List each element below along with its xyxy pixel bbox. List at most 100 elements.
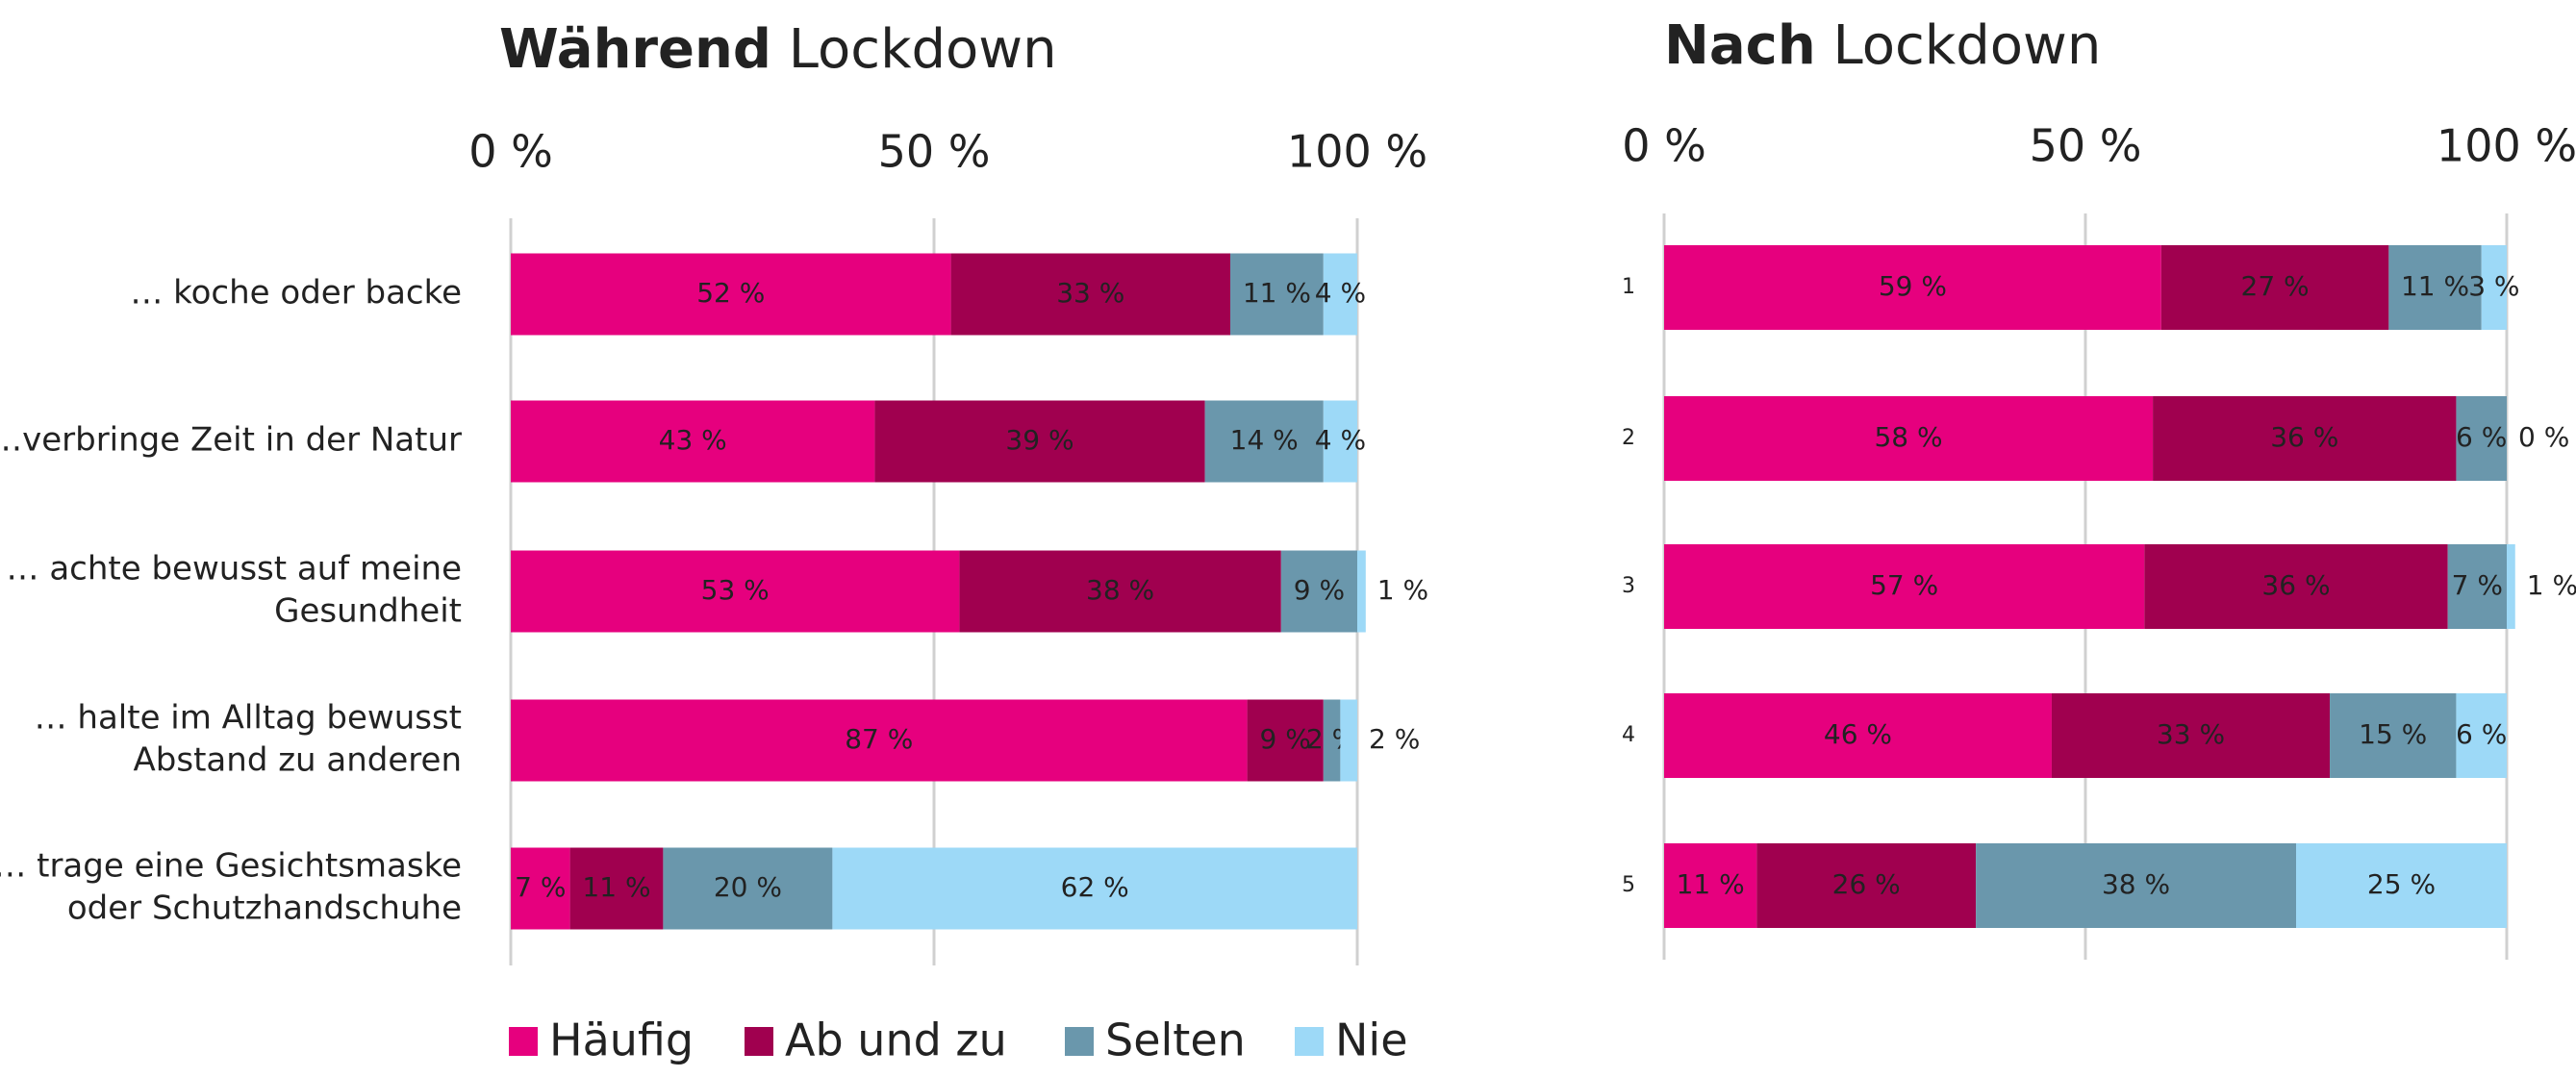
value-label: 26 % [1832,868,1901,900]
y-tick-label: … achte bewusst auf meine [7,550,462,589]
bar-segment [832,847,1357,930]
value-label: 4 % [1315,277,1366,309]
bar-segment [569,847,664,930]
x-tick-label: 0 % [468,126,553,178]
y-tick-label: 1 [1622,275,1635,299]
x-tick-label: 0 % [1622,120,1706,172]
value-label: 46 % [1824,718,1892,750]
value-label: 1 % [1377,574,1428,606]
x-tick-label: 100 % [2437,120,2576,172]
value-label: 2 % [1369,723,1420,755]
value-label: 15 % [2359,718,2427,750]
bar-segment [2296,843,2507,928]
value-label: 11 % [1677,868,1745,900]
bar-segment [511,699,1248,782]
x-tick-label: 50 % [878,126,991,178]
bar-segment [2388,245,2482,330]
title-bold: Nach [1664,14,1816,77]
y-tick-label: … koche oder backe [130,274,462,313]
bar-segment [2456,693,2507,778]
bar-segment [1664,544,2145,629]
legend-swatch [1065,1027,1094,1056]
legend-label: Nie [1335,1014,1408,1066]
bar-segment [2456,396,2507,481]
bar-segment [1756,843,1977,928]
bar-segment [1340,699,1357,782]
value-label: 6 % [2456,421,2507,453]
value-label: 27 % [2241,270,2310,302]
value-label: 38 % [2102,868,2170,900]
value-label: 52 % [696,277,765,309]
bar-segment [1357,550,1366,633]
bar-segment [1664,245,2161,330]
bar-segment [1323,699,1341,782]
legend-swatch [1295,1027,1324,1056]
value-label: 25 % [2367,868,2436,900]
value-label: 38 % [1086,574,1154,606]
y-tick-label: 4 [1622,723,1635,747]
value-label: 9 % [1294,574,1345,606]
value-label: 39 % [1005,424,1073,456]
bar-segment [2144,544,2448,629]
value-label: 57 % [1870,569,1938,601]
bar-segment [2481,245,2507,330]
legend-label: Ab und zu [785,1014,1007,1066]
x-tick-label: 100 % [1287,126,1427,178]
x-tick-label: 50 % [2030,120,2142,172]
value-label: 1 % [2527,569,2576,601]
bar-segment [1323,253,1357,336]
value-label: 43 % [659,424,727,456]
value-label: 11 % [1243,277,1311,309]
bar-segment [2160,245,2389,330]
bar-segment [2447,544,2507,629]
bar-segment [663,847,833,930]
bar-segment [511,400,875,483]
y-tick-label: 2 [1622,426,1635,450]
value-label: 36 % [2270,421,2338,453]
chart-title: Nach Lockdown [1664,14,2101,77]
legend-label: Häufig [549,1014,694,1066]
legend-label: Selten [1105,1014,1246,1066]
chart-title: Während Lockdown [499,18,1057,81]
value-label: 14 % [1230,424,1299,456]
bar-segment [1280,550,1357,633]
bar-segment [1230,253,1324,336]
value-label: 33 % [2157,718,2225,750]
bar-segment [1664,843,1757,928]
value-label: 9 % [1260,723,1311,755]
y-tick-label: Abstand zu anderen [134,741,462,780]
value-label: 7 % [515,871,566,903]
value-label: 53 % [701,574,770,606]
value-label: 36 % [2261,569,2330,601]
value-label: 59 % [1879,270,1947,302]
value-label: 20 % [714,871,782,903]
bar-segment [1204,400,1324,483]
title-text: Lockdown [1833,14,2102,77]
bar-segment [2153,396,2457,481]
bar-segment [511,550,960,633]
legend-swatch [509,1027,538,1056]
y-tick-label: oder Schutzhandschuhe [67,889,462,928]
bar-segment [1247,699,1324,782]
y-tick-label: … halte im Alltag bewusst [35,699,462,738]
value-label: 58 % [1874,421,1942,453]
bar-segment [959,550,1281,633]
legend-swatch [745,1027,773,1056]
y-tick-label: Gesundheit [274,592,462,631]
value-label: 33 % [1056,277,1124,309]
bar-segment [1976,843,2296,928]
y-tick-label: 3 [1622,574,1635,598]
title-text: Lockdown [789,18,1057,81]
bar-segment [874,400,1205,483]
bar-segment [511,847,570,930]
value-label: 4 % [1315,424,1366,456]
value-label: 6 % [2456,718,2507,750]
value-label: 0 % [2518,421,2569,453]
bar-segment [1664,693,2052,778]
bar-segment [2051,693,2331,778]
value-label: 7 % [2452,569,2503,601]
title-bold: Während [499,18,771,81]
bar-segment [2330,693,2457,778]
